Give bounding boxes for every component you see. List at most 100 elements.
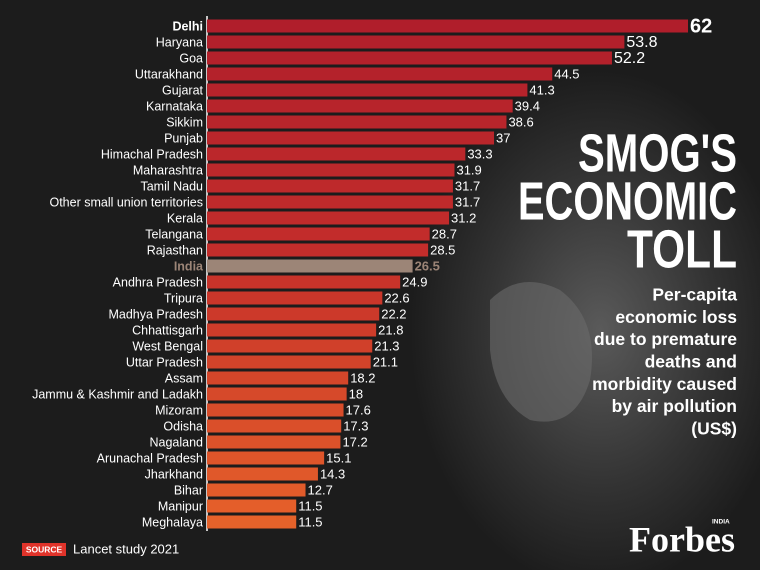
bar [207,243,429,257]
value-label: 17.2 [342,434,367,449]
value-label: 12.7 [308,482,333,497]
bar [207,387,347,401]
mask-shape [490,282,592,422]
value-label: 11.5 [298,498,322,513]
subtitle-line: deaths and [645,352,737,372]
value-label: 37 [496,130,510,145]
bar [207,275,401,289]
value-label: 53.8 [626,34,657,51]
category-label: Jammu & Kashmir and Ladakh [32,387,203,401]
value-label: 39.4 [515,98,540,113]
category-label: Punjab [164,131,203,145]
category-label: Maharashtra [133,163,203,177]
value-label: 62 [690,15,712,37]
value-label: 41.3 [529,82,554,97]
bar [207,51,612,65]
bar [207,227,430,241]
brand-logo: Forbes [629,519,735,559]
category-label: Meghalaya [142,515,203,529]
value-label: 31.7 [455,178,480,193]
value-label: 18 [349,386,363,401]
category-label: Nagaland [149,435,203,449]
bar [207,147,466,161]
value-label: 21.1 [373,354,398,369]
photo-backdrop [410,70,760,570]
bar [207,435,341,449]
value-label: 52.2 [614,50,645,67]
value-label: 28.7 [432,226,457,241]
value-label: 17.6 [346,402,371,417]
value-label: 44.5 [554,66,579,81]
category-label: Gujarat [162,83,204,97]
title-line: SMOG'S [578,123,737,183]
bar [207,355,371,369]
bar [207,483,306,497]
category-label: Bihar [174,483,203,497]
bar [207,35,625,49]
bar [207,67,553,81]
value-label: 26.5 [415,258,440,273]
bar [207,211,450,225]
value-label: 24.9 [402,274,427,289]
bar [207,515,297,529]
bar [207,195,453,209]
bar [207,419,342,433]
category-label: Arunachal Pradesh [97,451,203,465]
category-label: Andhra Pradesh [113,275,203,289]
value-label: 33.3 [467,146,492,161]
subtitle-line: economic loss [615,307,737,327]
category-label: Assam [165,371,203,385]
subtitle-line: due to premature [594,329,737,349]
source-badge [22,543,66,556]
bar [207,163,455,177]
subtitle-line: (US$) [691,418,737,438]
bar [207,403,344,417]
title-line: ECONOMIC [518,171,737,231]
value-label: 18.2 [350,370,375,385]
category-label: Manipur [158,499,203,513]
category-label: Rajasthan [147,243,203,257]
bar [207,323,377,337]
value-label: 21.3 [374,338,399,353]
bar [207,115,507,129]
bar [207,451,325,465]
bar [207,179,453,193]
value-label: 14.3 [320,466,345,481]
value-label: 21.8 [378,322,403,337]
subtitle-line: by air pollution [612,396,737,416]
bar [207,99,513,113]
bar [207,499,297,513]
subtitle-line: Per-capita [652,285,737,305]
title-line: TOLL [627,219,737,279]
category-label: Chhattisgarh [132,323,203,337]
bar [207,131,495,145]
bar [207,83,528,97]
category-label: India [174,259,204,273]
category-label: Uttar Pradesh [126,355,203,369]
value-label: 22.6 [384,290,409,305]
subtitle-line: morbidity caused [592,374,737,394]
bar [207,291,383,305]
category-label: Telangana [145,227,203,241]
category-label: West Bengal [132,339,203,353]
category-label: Jharkhand [145,467,203,481]
bar [207,467,318,481]
category-label: Odisha [163,419,203,433]
category-label: Himachal Pradesh [101,147,203,161]
category-label: Sikkim [166,115,203,129]
value-label: 22.2 [381,306,406,321]
category-label: Haryana [156,35,203,49]
bar [207,307,380,321]
category-label: Uttarakhand [135,67,203,81]
category-label: Goa [179,51,203,65]
value-label: 28.5 [430,242,455,257]
value-label: 31.7 [455,194,480,209]
source-text: Lancet study 2021 [73,541,179,556]
category-label: Tripura [164,291,203,305]
value-label: 17.3 [343,418,368,433]
bar [207,339,373,353]
bar [207,259,413,273]
value-label: 38.6 [508,114,533,129]
